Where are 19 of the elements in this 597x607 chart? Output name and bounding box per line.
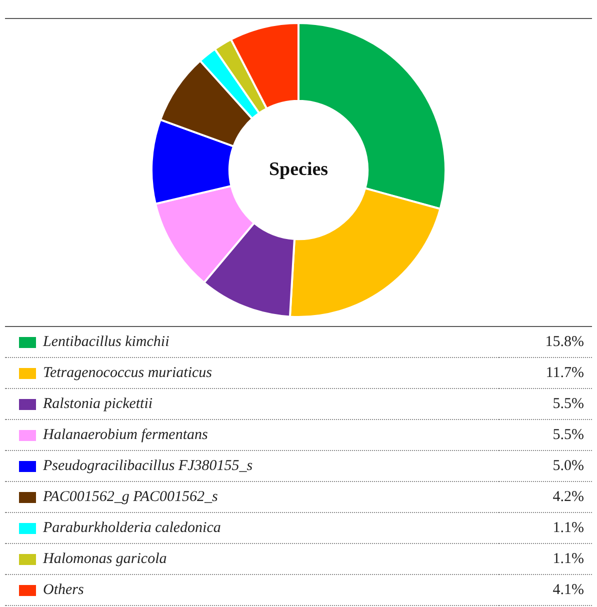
data-label: 5.5% xyxy=(498,420,592,450)
legend-label: Lentibacillus kimchii xyxy=(43,334,170,351)
legend-label: Others xyxy=(43,582,84,599)
legend-label: Halanaerobium fermentans xyxy=(43,426,208,444)
data-label: 1.1% xyxy=(498,544,592,574)
data-label: 5.5% xyxy=(498,388,592,420)
text: Species xyxy=(268,158,328,180)
data-label: 15.8% xyxy=(498,326,592,358)
legend-label: PAC001562_g PAC001562_s xyxy=(43,488,218,506)
legend-label: Ralstonia pickettii xyxy=(43,396,153,413)
data-label: 11.7% xyxy=(498,358,592,388)
legend-label: Tetragenococcus muriaticus xyxy=(43,364,212,382)
legend-label: Paraburkholderia caledonica xyxy=(43,520,221,537)
legend-label: Pseudogracilibacillus FJ380155_s xyxy=(43,458,253,475)
data-label: 1.1% xyxy=(498,512,592,544)
data-label: 5.0% xyxy=(498,450,592,482)
data-label: 4.2% xyxy=(498,482,592,512)
data-label: 4.1% xyxy=(498,574,592,606)
legend-label: Halomonas garicola xyxy=(43,550,167,568)
